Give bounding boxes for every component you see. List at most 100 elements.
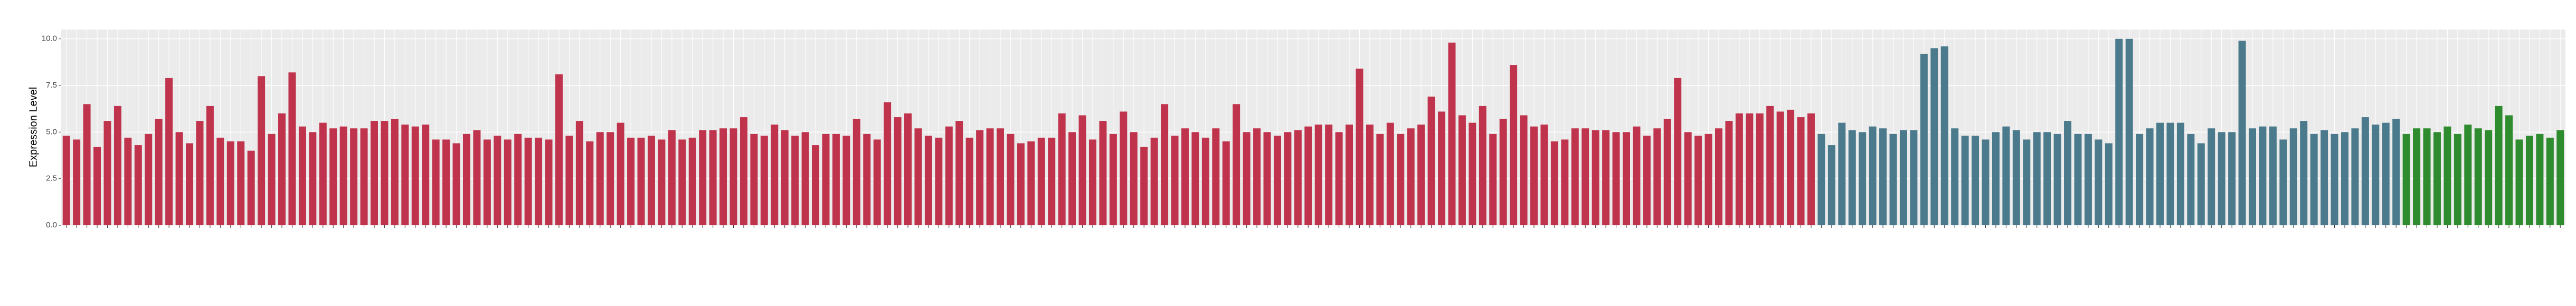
bar — [709, 130, 717, 225]
bar — [2556, 130, 2564, 225]
bar — [1787, 109, 1795, 225]
bar — [2084, 133, 2092, 225]
bar — [2095, 139, 2103, 225]
bar — [1048, 137, 1056, 225]
bar — [873, 139, 881, 225]
bar — [2176, 122, 2184, 225]
bar — [2208, 128, 2215, 225]
bar — [2413, 128, 2421, 225]
bar — [750, 133, 758, 225]
bar — [1510, 65, 1518, 225]
bar — [914, 128, 922, 225]
bar — [1633, 126, 1641, 225]
bar — [1961, 136, 1969, 225]
bar — [822, 133, 830, 225]
bar — [216, 137, 224, 225]
bar — [1910, 130, 1918, 225]
bar — [432, 139, 440, 225]
bar — [1725, 121, 1733, 225]
bar — [965, 137, 973, 225]
bar — [1807, 113, 1815, 225]
bar — [586, 141, 594, 225]
bar — [1233, 104, 1240, 225]
bar — [73, 139, 81, 225]
bar — [1130, 132, 1138, 225]
bar — [2187, 133, 2195, 225]
bar — [2249, 128, 2256, 225]
bar — [2536, 133, 2544, 225]
bar — [2125, 39, 2133, 226]
bar — [719, 128, 727, 225]
bar — [247, 150, 255, 225]
bar — [1191, 132, 1199, 225]
bar — [155, 119, 163, 225]
bar — [2012, 130, 2020, 225]
bar — [1088, 139, 1096, 225]
bar — [2310, 133, 2318, 225]
bar — [1037, 137, 1045, 225]
bar — [2279, 139, 2287, 225]
bar — [1550, 141, 1558, 225]
bar — [924, 136, 932, 225]
bar — [1253, 128, 1261, 225]
bar — [2115, 39, 2123, 226]
bar — [2361, 117, 2369, 225]
bar — [381, 121, 389, 225]
bar — [2433, 132, 2441, 225]
bar — [462, 133, 470, 225]
bar — [165, 78, 173, 225]
bar — [1346, 125, 1353, 225]
bar — [1704, 133, 1712, 225]
bar — [1027, 141, 1035, 225]
bar — [1356, 69, 1363, 225]
bar — [647, 136, 655, 225]
bar — [2166, 122, 2174, 225]
bar — [2331, 133, 2338, 225]
bar — [1161, 104, 1169, 225]
bar — [1109, 133, 1117, 225]
bar — [1171, 136, 1179, 225]
bar — [2228, 132, 2236, 225]
bar — [2495, 106, 2503, 225]
bar — [175, 132, 183, 225]
bar — [298, 126, 306, 225]
bar — [268, 133, 276, 225]
bar — [997, 128, 1004, 225]
bar — [360, 128, 368, 225]
bar — [524, 137, 532, 225]
bar — [1284, 132, 1292, 225]
y-tick-label: 7.5 — [46, 81, 57, 90]
bar — [401, 125, 409, 225]
bar — [1623, 132, 1630, 225]
bar — [371, 121, 378, 225]
bar — [1099, 121, 1107, 225]
bar — [2525, 136, 2533, 225]
bar — [1325, 125, 1333, 225]
y-tick-label: 5.0 — [46, 127, 57, 136]
bar — [237, 141, 245, 225]
bar — [1304, 126, 1312, 225]
bar — [545, 139, 553, 225]
bar — [1417, 125, 1425, 225]
bar — [2105, 143, 2113, 225]
bar — [2444, 126, 2451, 225]
bar — [2289, 128, 2297, 225]
bar — [1756, 113, 1764, 225]
bar — [935, 137, 943, 225]
bar — [422, 125, 430, 225]
bar — [1120, 111, 1128, 225]
bar — [1017, 143, 1025, 225]
bar — [1181, 128, 1189, 225]
bar — [884, 102, 892, 225]
bar — [2064, 121, 2072, 225]
bar — [1448, 42, 1456, 225]
bar — [2423, 128, 2431, 225]
bar — [1458, 115, 1466, 225]
bar — [832, 133, 840, 225]
bar — [134, 145, 142, 225]
y-tick-label: 2.5 — [46, 174, 57, 183]
bar — [483, 139, 491, 225]
bar — [391, 119, 399, 225]
bar — [986, 128, 994, 225]
bar — [1684, 132, 1692, 225]
